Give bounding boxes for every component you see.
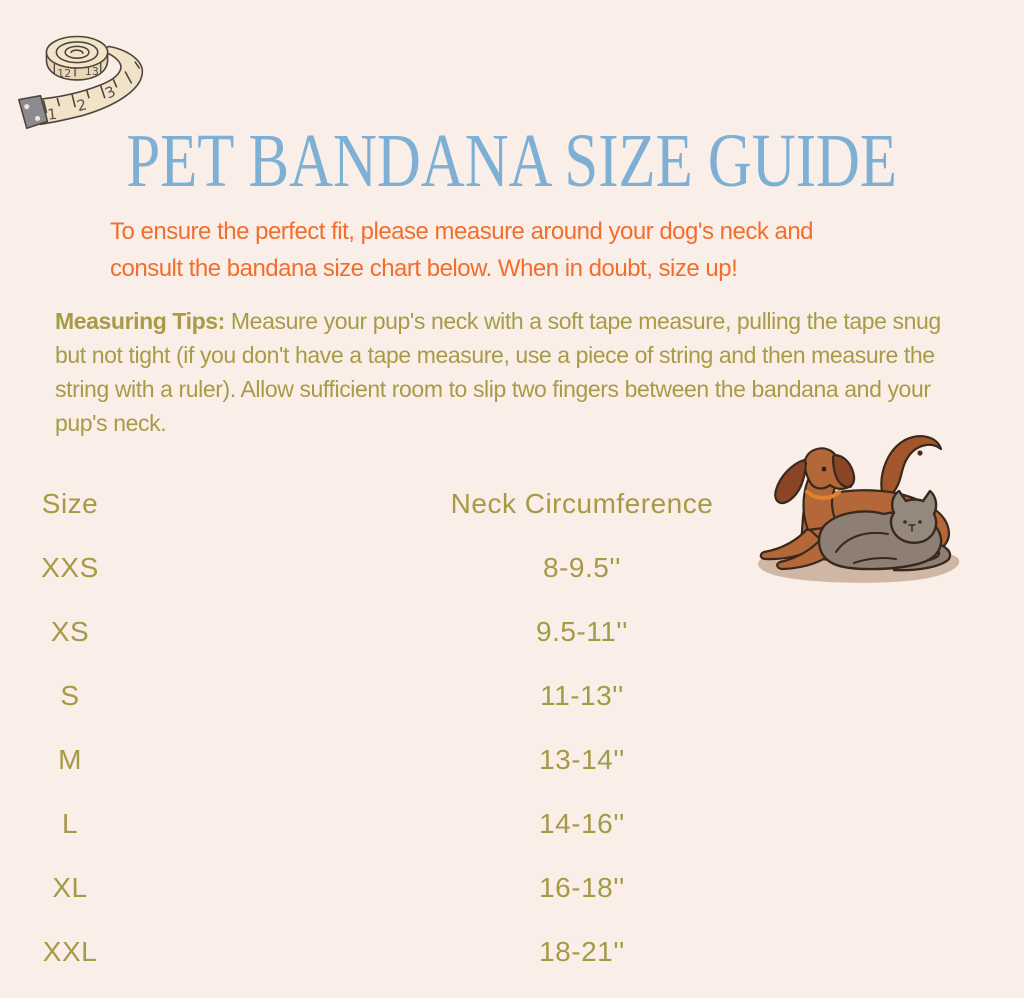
dog-and-cat-icon — [758, 435, 960, 583]
intro-line: consult the bandana size chart below. Wh… — [110, 255, 738, 282]
measuring-tips-label: Measuring Tips: — [55, 308, 225, 334]
cat-eye-right — [918, 520, 922, 524]
dog-ear-left — [774, 458, 808, 505]
measuring-tips: Measuring Tips: Measure your pup's neck … — [55, 304, 960, 440]
tape-coil-number-12: 12 — [57, 67, 71, 80]
dog-eye — [821, 466, 827, 472]
size-table-row: XL 16-18'' — [0, 856, 1024, 920]
size-column-header: Size — [41, 488, 99, 519]
tape-number-2: 2 — [75, 96, 88, 115]
dog-and-cat-illustration — [748, 430, 970, 598]
size-cell: XS — [50, 616, 90, 647]
size-table-header: Size Neck Circumference — [0, 472, 1024, 536]
page-title-text: PET BANDANA SIZE GUIDE — [126, 119, 898, 203]
size-cell: XL — [52, 872, 88, 903]
tape-coil-number-13: 13 — [85, 65, 99, 78]
size-table-body: XXS 8-9.5'' XS 9.5-11'' S 11-13'' M 13-1… — [0, 536, 1024, 984]
size-table-row: L 14-16'' — [0, 792, 1024, 856]
size-table-row: XXL 18-21'' — [0, 920, 1024, 984]
tape-coil — [45, 35, 109, 81]
size-table-row: M 13-14'' — [0, 728, 1024, 792]
dog-collar — [805, 490, 841, 500]
neck-column-header: Neck Circumference — [450, 488, 714, 519]
size-table-row: S 11-13'' — [0, 664, 1024, 728]
neck-cell: 14-16'' — [539, 808, 625, 839]
size-cell: M — [58, 744, 82, 775]
neck-cell: 11-13'' — [540, 680, 624, 711]
size-cell: L — [61, 808, 79, 839]
neck-cell: 16-18'' — [539, 872, 625, 903]
size-table-row: XXS 8-9.5'' — [0, 536, 1024, 600]
measuring-tips-body: Measure your pup's neck with a soft tape… — [55, 308, 941, 436]
intro-line: To ensure the perfect fit, please measur… — [110, 218, 814, 245]
cat-illustration — [817, 489, 952, 572]
size-cell: XXS — [41, 552, 99, 583]
neck-cell: 13-14'' — [539, 744, 625, 775]
tape-metal-clip — [18, 94, 49, 130]
intro-text: To ensure the perfect fit, please measur… — [110, 213, 970, 287]
dog-ear-right — [831, 453, 856, 488]
size-cell: XXL — [42, 936, 98, 967]
size-table: Size Neck Circumference XXS 8-9.5'' XS 9… — [0, 472, 1024, 984]
neck-cell: 18-21'' — [539, 936, 625, 967]
cat-nose — [908, 524, 916, 532]
neck-cell: 9.5-11'' — [535, 616, 628, 647]
size-cell: S — [60, 680, 80, 711]
size-table-row: XS 9.5-11'' — [0, 600, 1024, 664]
tape-measure-icon: 1 2 3 12 13 — [18, 35, 143, 130]
tape-measure-illustration: 1 2 3 12 13 — [6, 10, 154, 136]
tape-number-1: 1 — [47, 106, 58, 124]
cat-eye-left — [903, 520, 907, 524]
neck-cell: 8-9.5'' — [542, 552, 621, 583]
page-title: PET BANDANA SIZE GUIDE — [0, 123, 1024, 199]
